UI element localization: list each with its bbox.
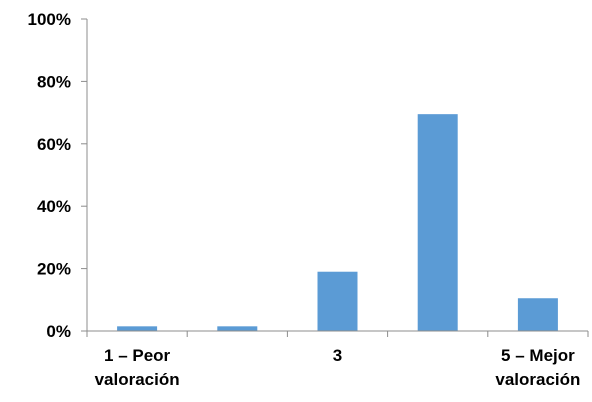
bar xyxy=(517,298,558,331)
x-category-label: 5 – Mejor xyxy=(501,346,575,365)
y-tick-label: 40% xyxy=(37,197,71,216)
bar xyxy=(217,326,258,331)
y-tick-label: 0% xyxy=(46,322,71,341)
y-tick-label: 100% xyxy=(28,10,71,29)
x-category-label: valoración xyxy=(495,370,580,389)
bars xyxy=(117,114,558,331)
x-category-label: valoración xyxy=(95,370,180,389)
x-axis: 1 – Peor valoración 3 5 – Mejor valoración xyxy=(86,330,589,389)
y-axis: 0% 20% 40% 60% 80% 100% xyxy=(28,10,88,341)
bar xyxy=(417,114,458,331)
bar xyxy=(317,271,358,331)
x-category-label: 3 xyxy=(333,346,342,365)
x-category-label: 1 – Peor xyxy=(104,346,171,365)
y-tick-label: 80% xyxy=(37,72,71,91)
bar xyxy=(117,326,158,331)
y-tick-label: 60% xyxy=(37,135,71,154)
y-tick-label: 20% xyxy=(37,260,71,279)
